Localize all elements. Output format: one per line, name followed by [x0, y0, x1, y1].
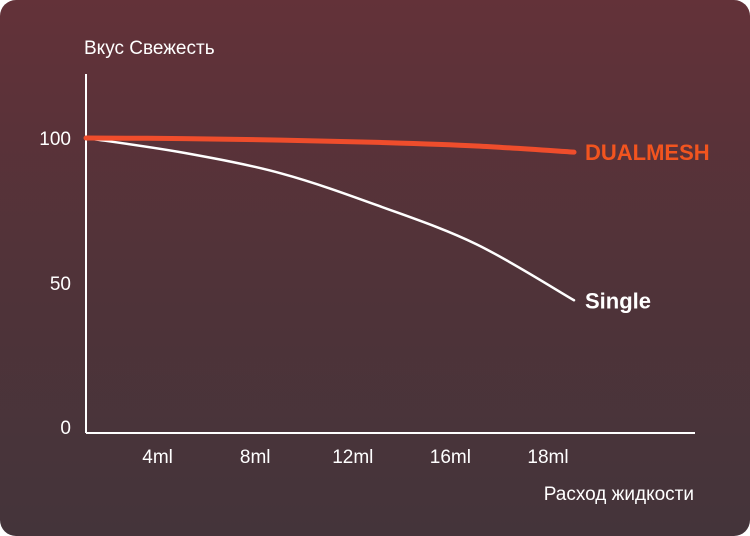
series-label-single: Single [585, 288, 651, 313]
y-axis-label: Вкус Свежесть [84, 38, 215, 59]
x-tick-label: 16ml [430, 447, 471, 468]
x-tick-label: 8ml [240, 447, 271, 468]
y-tick-label: 100 [39, 129, 71, 150]
x-tick-label: 12ml [332, 447, 373, 468]
x-axis-label: Расход жидкости [544, 484, 694, 505]
x-tick-label: 4ml [142, 447, 173, 468]
series-line-dualmesh [83, 135, 577, 155]
series-line-single [84, 136, 576, 302]
series-label-dualmesh: DUALMESH [585, 140, 710, 165]
y-tick-label: 50 [50, 274, 71, 295]
x-tick-label: 18ml [527, 447, 568, 468]
y-tick-label: 0 [60, 418, 71, 439]
